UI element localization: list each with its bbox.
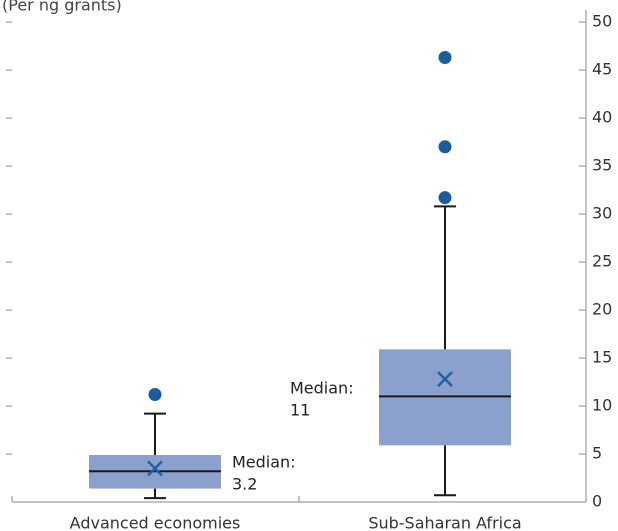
y-tick-label: 5: [592, 444, 602, 463]
y-tick-label: 40: [592, 108, 612, 127]
annotations-group: Median: 3.2 Median: 11: [232, 379, 354, 494]
y-tick-label: 35: [592, 156, 612, 175]
x-category-label: Advanced economies: [70, 514, 241, 531]
box-advanced-economies: [89, 387, 221, 500]
y-tick-label: 20: [592, 300, 612, 319]
x-category-label: Sub-Saharan Africa: [368, 514, 521, 531]
y-tick-label: 45: [592, 60, 612, 79]
outlier-point: [438, 51, 452, 65]
median-annotation: 11: [290, 401, 310, 420]
y-tick-label: 25: [592, 252, 612, 271]
y-tick-label: 0: [592, 492, 602, 511]
y-tick-label: 30: [592, 204, 612, 223]
outlier-point: [148, 387, 162, 401]
mean-marker: [437, 371, 453, 388]
y-tick-label: 15: [592, 348, 612, 367]
y-tick-label: 50: [592, 12, 612, 31]
boxes-group: [89, 51, 511, 500]
median-annotation: Median:: [232, 453, 296, 472]
mean-marker: [147, 460, 163, 477]
chart-subtitle: (Per ng grants): [2, 0, 122, 15]
outlier-point: [438, 140, 452, 154]
median-annotation: 3.2: [232, 475, 257, 494]
box-sub-saharan-africa: [379, 51, 511, 497]
axes-group: 0 5 10 15 20 25 30 35 40 45 50 Advanced economies Su…: [6, 10, 612, 531]
outlier-point: [438, 191, 452, 205]
median-annotation: Median:: [290, 379, 354, 398]
y-tick-label: 10: [592, 396, 612, 415]
